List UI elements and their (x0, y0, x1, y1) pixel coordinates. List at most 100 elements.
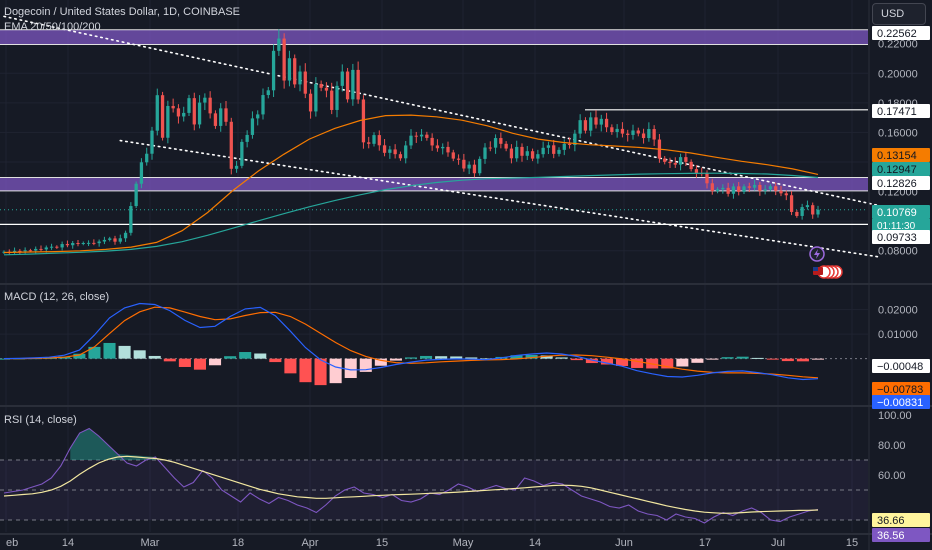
candle-body (478, 158, 482, 174)
price-label-box (872, 104, 930, 118)
candle-body (12, 250, 17, 253)
candle-body (493, 138, 498, 148)
candle-body (626, 133, 630, 135)
price-label: 0.13154 (877, 150, 917, 162)
macd-histogram-bar (781, 358, 794, 362)
candle-body (356, 69, 360, 100)
time-tick-label: 18 (232, 537, 244, 549)
candle-body (388, 149, 392, 153)
candle-body (546, 145, 551, 148)
candle-body (456, 158, 461, 160)
candle-body (108, 238, 112, 240)
candle-body (578, 120, 582, 134)
candle-body (23, 250, 27, 252)
macd-histogram-bar (284, 358, 297, 374)
macd-histogram-bar (721, 357, 734, 359)
candle-body (76, 243, 80, 245)
time-tick-label: 14 (62, 537, 74, 549)
candle-body (599, 118, 603, 125)
candle-body (816, 209, 820, 215)
macd-tick-label: 0.01000 (878, 329, 918, 341)
candle-body (308, 93, 313, 112)
rsi-pane (0, 427, 868, 524)
macd-histogram-bar (766, 358, 779, 360)
macd-histogram-bar (239, 352, 252, 359)
candle-body (229, 121, 233, 169)
candle-body (488, 147, 492, 149)
macd-histogram-bar (510, 355, 523, 359)
rsi-overbought-fill (70, 428, 156, 460)
candle-body (800, 207, 804, 216)
macd-histogram-bar (133, 350, 146, 359)
macd-histogram-bar (329, 358, 342, 384)
candle-body (404, 145, 408, 159)
price-tick-label: 0.20000 (878, 68, 918, 80)
candle-body (382, 145, 387, 153)
time-axis: eb 14 Mar 18 Apr 15 May 14 Jun 17 Jul 15 (6, 537, 858, 549)
candle-body (610, 127, 614, 132)
candle-body (293, 58, 297, 85)
candle-body (81, 243, 85, 245)
candle-body (742, 186, 746, 192)
macd-value-label-box (872, 382, 930, 396)
candle-body (182, 112, 186, 117)
candle-body (641, 133, 646, 139)
macd-histogram-bar (435, 356, 448, 359)
candle-body (731, 186, 736, 194)
candle-body (419, 134, 424, 137)
candle-body (245, 134, 249, 142)
price-label: 0.12947 (877, 164, 917, 176)
price-label-box (872, 26, 930, 40)
candle-body (758, 184, 762, 191)
candle-body (192, 98, 196, 125)
candle-body (789, 195, 794, 212)
candle-body (345, 71, 350, 100)
macd-histogram-bar (751, 357, 764, 359)
candle-body (689, 161, 693, 170)
candlestick-series (2, 29, 820, 255)
macd-histogram-bar (691, 358, 704, 363)
price-label-box (872, 148, 930, 162)
candle-body (525, 151, 529, 156)
candle-body (530, 151, 535, 159)
candle-body (282, 38, 286, 81)
candle-body (752, 184, 757, 188)
candle-body (123, 232, 128, 239)
currency-selector-button[interactable]: USD (872, 3, 926, 25)
macd-histogram-bar (450, 356, 463, 359)
candle-body (330, 90, 334, 110)
macd-histogram-bar (148, 355, 161, 359)
candle-body (113, 238, 117, 242)
lightning-glyph-icon (814, 249, 820, 259)
candle-body (240, 141, 244, 166)
candle-body (314, 83, 318, 112)
candle-body (520, 146, 524, 156)
candle-body (763, 189, 767, 191)
macd-histogram-bar (631, 358, 644, 368)
macd-histogram-bar (585, 358, 598, 364)
candle-body (44, 247, 48, 250)
candle-body (472, 164, 477, 174)
candle-body (92, 242, 96, 244)
candle-body (668, 161, 672, 164)
candle-body (515, 146, 519, 159)
symbol-title: Dogecoin / United States Dollar, 1D, COI… (4, 6, 240, 18)
candle-body (340, 71, 344, 86)
ema-indicator-legend: EMA 20/50/100/200 (4, 21, 101, 33)
macd-histogram-bar (796, 358, 809, 362)
candle-body (726, 187, 730, 194)
macd-value-label-box (872, 359, 930, 373)
candle-body (86, 242, 91, 244)
time-tick-label: eb (6, 537, 18, 549)
candle-body (721, 187, 725, 190)
candle-body (335, 85, 339, 110)
rsi-ma-line (3, 455, 819, 514)
rsi-value-label-box (872, 513, 930, 527)
price-tick-label: 0.16000 (878, 127, 918, 139)
candle-body (499, 138, 503, 144)
candle-body (594, 117, 598, 125)
macd-histogram-bar (736, 356, 749, 359)
candle-body (256, 114, 260, 119)
candle-body (710, 183, 714, 192)
